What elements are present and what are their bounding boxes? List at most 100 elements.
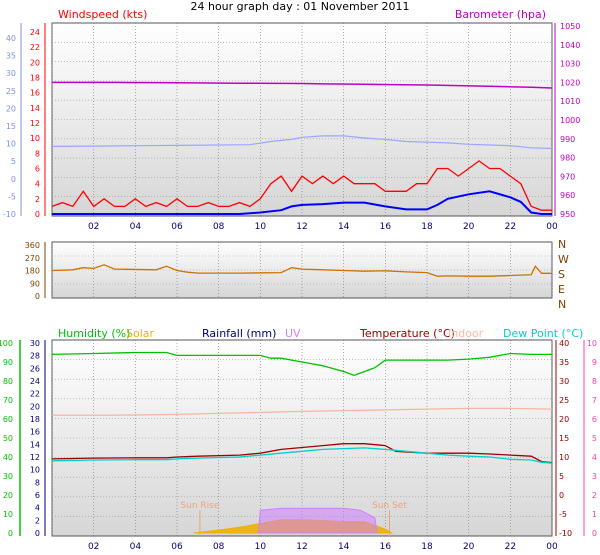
compass-label: N [558, 238, 566, 251]
barometer-line [52, 81, 553, 89]
temperature-tick-label: 10 [559, 453, 569, 462]
humidity-tick-label: 20 [3, 491, 13, 500]
climate-panel-x-tick-label: 02 [88, 542, 99, 552]
humidity-tick-label: 80 [3, 377, 13, 386]
rainfall-tick-label: 18 [30, 415, 40, 424]
compass-label: N [558, 298, 566, 311]
wind-inner-tick-label: 4 [35, 180, 40, 189]
rainfall-label: Rainfall (mm) [202, 327, 276, 340]
wind-outer-tick-label: 20 [6, 104, 16, 113]
sunrise-label: Sun Rise [180, 501, 219, 511]
barometer-tick-label: 970 [560, 172, 575, 181]
uv-tick-label: 8 [592, 377, 597, 386]
wind-panel-x-tick-label: 08 [213, 222, 225, 232]
temperature-tick-label: 20 [559, 415, 569, 424]
barometer-tick-label: 1000 [560, 116, 580, 125]
wind-direction-line [51, 264, 552, 277]
humidity-tick-label: 10 [3, 510, 13, 519]
wind-panel-x-tick-label: 18 [421, 222, 433, 232]
humidity-tick-label: 0 [8, 529, 13, 538]
barometer-tick-label: 960 [560, 191, 575, 200]
humidity-tick-label: 30 [3, 472, 13, 481]
wind-panel-x-tick-label: 12 [296, 222, 307, 232]
climate-panel-x-tick-label: 04 [130, 542, 142, 552]
temperature-tick-label: 25 [559, 396, 569, 405]
wind-inner-tick-label: 20 [30, 58, 40, 67]
humidity-tick-label: 100 [0, 339, 13, 348]
uv-tick-label: 9 [592, 358, 597, 367]
uv-label: UV [285, 327, 301, 340]
barometer-tick-label: 980 [560, 154, 575, 163]
wind-inner-tick-label: 16 [30, 89, 40, 98]
wind-panel-x-tick-label: 02 [88, 222, 99, 232]
wind-inner-tick-label: 24 [30, 28, 40, 37]
uv-tick-label: 7 [592, 396, 597, 405]
wind-panel-x-tick-label: 00 [546, 222, 558, 232]
climate-panel-x-tick-label: 10 [255, 542, 267, 552]
climate-panel-x-tick-label: 16 [380, 542, 392, 552]
indoor-line [52, 407, 553, 416]
uv-tick-label: 2 [592, 491, 597, 500]
barometer-tick-label: 1030 [560, 60, 580, 69]
wind-outer-tick-label: -10 [3, 210, 16, 219]
dewpoint-label: Dew Point (°C) [503, 327, 583, 340]
barometer-tick-label: 950 [560, 210, 575, 219]
wind-inner-tick-label: 0 [35, 210, 40, 219]
direction-tick-label: 180 [25, 267, 40, 276]
wind-inner-tick-label: 2 [35, 195, 40, 204]
barometer-label: Barometer (hpa) [455, 8, 546, 21]
rainfall-tick-label: 30 [30, 339, 40, 348]
wind-inner-tick-label: 14 [30, 104, 40, 113]
humidity-tick-label: 40 [3, 453, 13, 462]
wind-panel-x-tick-label: 04 [130, 222, 142, 232]
wind-outer-tick-label: 35 [6, 52, 16, 61]
wind-panel-x-tick-label: 22 [505, 222, 516, 232]
temperature-tick-label: 0 [559, 491, 564, 500]
temperature-tick-label: 40 [559, 339, 569, 348]
climate-panel-x-tick-label: 18 [421, 542, 433, 552]
rainfall-tick-label: 22 [30, 390, 40, 399]
barometer-tick-label: 990 [560, 135, 575, 144]
wind-inner-tick-label: 22 [30, 43, 40, 52]
rainfall-tick-label: 14 [30, 440, 40, 449]
uv-tick-label: 10 [587, 339, 597, 348]
humidity-tick-label: 70 [3, 396, 13, 405]
wind-inner-tick-label: 10 [30, 134, 40, 143]
rainfall-tick-label: 2 [35, 516, 40, 525]
temperature-tick-label: 30 [559, 377, 569, 386]
wind-outer-tick-label: 15 [6, 122, 16, 131]
climate-panel-x-tick-label: 20 [463, 542, 475, 552]
temperature-tick-label: -10 [559, 529, 572, 538]
direction-tick-label: 0 [35, 292, 40, 301]
barometer-tick-label: 1010 [560, 97, 580, 106]
uv-tick-label: 5 [592, 434, 597, 443]
rainfall-tick-label: 20 [30, 402, 40, 411]
climate-panel-x-tick-label: 08 [213, 542, 225, 552]
dewpoint-line [51, 447, 553, 464]
rainfall-tick-label: 10 [30, 466, 40, 475]
wind-inner-tick-label: 6 [35, 165, 40, 174]
rainfall-tick-label: 4 [35, 504, 40, 513]
wind-inner-tick-label: 8 [35, 149, 40, 158]
wind-outer-tick-label: -5 [8, 192, 16, 201]
temperature-tick-label: 15 [559, 434, 569, 443]
wind-outer-tick-label: 0 [11, 175, 16, 184]
uv-tick-label: 1 [592, 510, 597, 519]
solar-label: Solar [126, 327, 155, 340]
windspeed-line [51, 160, 552, 211]
temperature-label: Temperature (°C) [359, 327, 455, 340]
humidity-tick-label: 50 [3, 434, 13, 443]
rainfall-tick-label: 16 [30, 428, 40, 437]
windspeed-label: Windspeed (kts) [58, 8, 147, 21]
direction-tick-label: 270 [25, 254, 40, 263]
chart-title: 24 hour graph day : 01 November 2011 [190, 0, 409, 13]
barometer-tick-label: 1040 [560, 41, 580, 50]
humidity-tick-label: 60 [3, 415, 13, 424]
temperature-tick-label: 35 [559, 358, 569, 367]
indoor-label: Indoor [448, 327, 484, 340]
climate-panel-x-tick-label: 06 [171, 542, 183, 552]
climate-panel-x-tick-label: 00 [546, 542, 558, 552]
wind-outer-tick-label: 25 [6, 87, 16, 96]
temperature_scaled-line [51, 135, 553, 150]
